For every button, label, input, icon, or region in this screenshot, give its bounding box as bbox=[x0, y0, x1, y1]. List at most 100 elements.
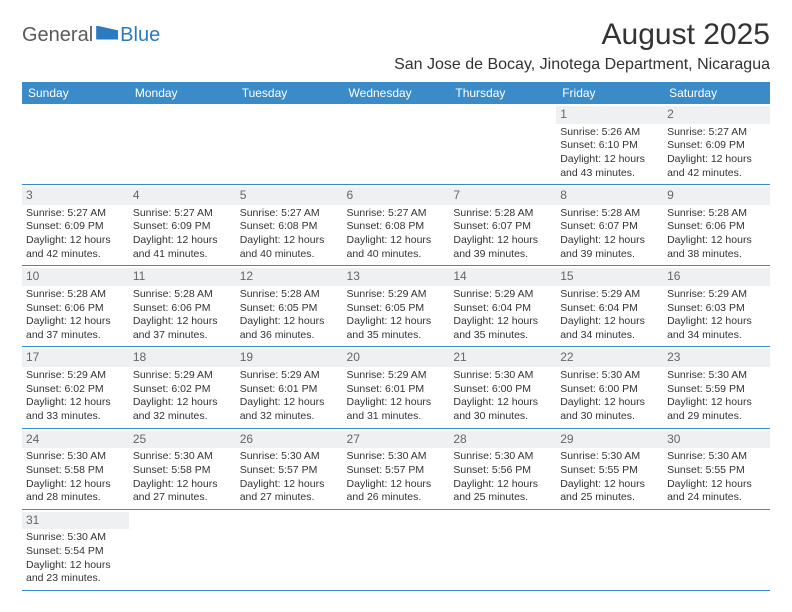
sunset-text: Sunset: 5:54 PM bbox=[26, 545, 125, 559]
calendar-day-cell: 6Sunrise: 5:27 AMSunset: 6:08 PMDaylight… bbox=[343, 185, 450, 266]
sunset-text: Sunset: 5:57 PM bbox=[347, 464, 446, 478]
calendar-day-cell: 10Sunrise: 5:28 AMSunset: 6:06 PMDayligh… bbox=[22, 266, 129, 347]
weekday-header: Sunday bbox=[22, 82, 129, 104]
sunset-text: Sunset: 5:57 PM bbox=[240, 464, 339, 478]
sunrise-text: Sunrise: 5:30 AM bbox=[26, 531, 125, 545]
day-number: 18 bbox=[129, 349, 236, 367]
sunrise-text: Sunrise: 5:28 AM bbox=[560, 207, 659, 221]
sunset-text: Sunset: 6:01 PM bbox=[240, 383, 339, 397]
title-block: August 2025 San Jose de Bocay, Jinotega … bbox=[394, 18, 770, 74]
calendar-day-cell: 13Sunrise: 5:29 AMSunset: 6:05 PMDayligh… bbox=[343, 266, 450, 347]
sunset-text: Sunset: 6:00 PM bbox=[560, 383, 659, 397]
sunrise-text: Sunrise: 5:29 AM bbox=[560, 288, 659, 302]
sunrise-text: Sunrise: 5:27 AM bbox=[667, 126, 766, 140]
calendar-day-cell: 5Sunrise: 5:27 AMSunset: 6:08 PMDaylight… bbox=[236, 185, 343, 266]
calendar-empty-cell bbox=[236, 509, 343, 590]
daylight-text: Daylight: 12 hours and 26 minutes. bbox=[347, 478, 446, 505]
sunset-text: Sunset: 6:01 PM bbox=[347, 383, 446, 397]
sunset-text: Sunset: 6:09 PM bbox=[133, 220, 232, 234]
daylight-text: Daylight: 12 hours and 34 minutes. bbox=[667, 315, 766, 342]
calendar-day-cell: 8Sunrise: 5:28 AMSunset: 6:07 PMDaylight… bbox=[556, 185, 663, 266]
day-number: 21 bbox=[449, 349, 556, 367]
daylight-text: Daylight: 12 hours and 29 minutes. bbox=[667, 396, 766, 423]
sunrise-text: Sunrise: 5:30 AM bbox=[453, 450, 552, 464]
calendar-day-cell: 28Sunrise: 5:30 AMSunset: 5:56 PMDayligh… bbox=[449, 428, 556, 509]
calendar-day-cell: 11Sunrise: 5:28 AMSunset: 6:06 PMDayligh… bbox=[129, 266, 236, 347]
calendar-empty-cell bbox=[129, 509, 236, 590]
day-number: 25 bbox=[129, 431, 236, 449]
sunrise-text: Sunrise: 5:28 AM bbox=[26, 288, 125, 302]
day-number: 6 bbox=[343, 187, 450, 205]
sunset-text: Sunset: 6:08 PM bbox=[240, 220, 339, 234]
sunrise-text: Sunrise: 5:30 AM bbox=[347, 450, 446, 464]
sunset-text: Sunset: 6:06 PM bbox=[133, 302, 232, 316]
daylight-text: Daylight: 12 hours and 33 minutes. bbox=[26, 396, 125, 423]
sunset-text: Sunset: 6:07 PM bbox=[453, 220, 552, 234]
sunrise-text: Sunrise: 5:27 AM bbox=[26, 207, 125, 221]
daylight-text: Daylight: 12 hours and 30 minutes. bbox=[560, 396, 659, 423]
day-number: 9 bbox=[663, 187, 770, 205]
daylight-text: Daylight: 12 hours and 37 minutes. bbox=[26, 315, 125, 342]
sunset-text: Sunset: 5:55 PM bbox=[667, 464, 766, 478]
sunset-text: Sunset: 6:00 PM bbox=[453, 383, 552, 397]
day-number: 5 bbox=[236, 187, 343, 205]
sunrise-text: Sunrise: 5:30 AM bbox=[133, 450, 232, 464]
daylight-text: Daylight: 12 hours and 41 minutes. bbox=[133, 234, 232, 261]
weekday-header: Monday bbox=[129, 82, 236, 104]
month-title: August 2025 bbox=[394, 18, 770, 52]
calendar-day-cell: 26Sunrise: 5:30 AMSunset: 5:57 PMDayligh… bbox=[236, 428, 343, 509]
calendar-day-cell: 29Sunrise: 5:30 AMSunset: 5:55 PMDayligh… bbox=[556, 428, 663, 509]
daylight-text: Daylight: 12 hours and 25 minutes. bbox=[560, 478, 659, 505]
weekday-header: Saturday bbox=[663, 82, 770, 104]
calendar-day-cell: 7Sunrise: 5:28 AMSunset: 6:07 PMDaylight… bbox=[449, 185, 556, 266]
calendar-day-cell: 3 Sunrise: 5:27 AMSunset: 6:09 PMDaylight… bbox=[22, 185, 129, 266]
sunrise-text: Sunrise: 5:26 AM bbox=[560, 126, 659, 140]
sunrise-text: Sunrise: 5:29 AM bbox=[347, 369, 446, 383]
weekday-header: Tuesday bbox=[236, 82, 343, 104]
calendar-empty-cell bbox=[129, 104, 236, 185]
day-number: 16 bbox=[663, 268, 770, 286]
calendar-table: SundayMondayTuesdayWednesdayThursdayFrid… bbox=[22, 82, 770, 591]
daylight-text: Daylight: 12 hours and 28 minutes. bbox=[26, 478, 125, 505]
sunrise-text: Sunrise: 5:28 AM bbox=[667, 207, 766, 221]
calendar-empty-cell bbox=[343, 509, 450, 590]
sunrise-text: Sunrise: 5:29 AM bbox=[347, 288, 446, 302]
day-number: 28 bbox=[449, 431, 556, 449]
calendar-empty-cell bbox=[663, 509, 770, 590]
day-number: 12 bbox=[236, 268, 343, 286]
day-number: 23 bbox=[663, 349, 770, 367]
daylight-text: Daylight: 12 hours and 23 minutes. bbox=[26, 559, 125, 586]
day-number: 11 bbox=[129, 268, 236, 286]
day-number: 24 bbox=[22, 431, 129, 449]
sunrise-text: Sunrise: 5:29 AM bbox=[26, 369, 125, 383]
sunset-text: Sunset: 6:10 PM bbox=[560, 139, 659, 153]
daylight-text: Daylight: 12 hours and 39 minutes. bbox=[453, 234, 552, 261]
day-number: 1 bbox=[556, 106, 663, 124]
daylight-text: Daylight: 12 hours and 35 minutes. bbox=[347, 315, 446, 342]
daylight-text: Daylight: 12 hours and 40 minutes. bbox=[347, 234, 446, 261]
calendar-day-cell: 27Sunrise: 5:30 AMSunset: 5:57 PMDayligh… bbox=[343, 428, 450, 509]
calendar-day-cell: 1Sunrise: 5:26 AMSunset: 6:10 PMDaylight… bbox=[556, 104, 663, 185]
header-bar: General Blue August 2025 San Jose de Boc… bbox=[22, 18, 770, 74]
day-number: 3 bbox=[22, 187, 129, 205]
sunset-text: Sunset: 6:04 PM bbox=[453, 302, 552, 316]
calendar-week-row: 1 Sunrise: 5:26 AMSunset: 6:10 PM Daylight… bbox=[22, 104, 770, 185]
day-number: 7 bbox=[449, 187, 556, 205]
calendar-day-cell: 25Sunrise: 5:30 AMSunset: 5:58 PMDayligh… bbox=[129, 428, 236, 509]
calendar-week-row: 10Sunrise: 5:28 AMSunset: 6:06 PMDayligh… bbox=[22, 266, 770, 347]
calendar-day-cell: 31Sunrise: 5:30 AMSunset: 5:54 PMDayligh… bbox=[22, 509, 129, 590]
daylight-text: Daylight: 12 hours and 32 minutes. bbox=[133, 396, 232, 423]
day-number: 13 bbox=[343, 268, 450, 286]
daylight-text: Daylight: 12 hours and 42 minutes. bbox=[26, 234, 125, 261]
daylight-text: Daylight: 12 hours and 42 minutes. bbox=[667, 153, 766, 180]
sunrise-text: Sunrise: 5:29 AM bbox=[133, 369, 232, 383]
daylight-text: Daylight: 12 hours and 39 minutes. bbox=[560, 234, 659, 261]
logo-text-blue: Blue bbox=[120, 24, 160, 47]
sunrise-text: Sunrise: 5:30 AM bbox=[240, 450, 339, 464]
sunset-text: Sunset: 6:09 PM bbox=[26, 220, 125, 234]
sunset-text: Sunset: 6:03 PM bbox=[667, 302, 766, 316]
day-number: 22 bbox=[556, 349, 663, 367]
sunrise-text: Sunrise: 5:30 AM bbox=[453, 369, 552, 383]
sunset-text: Sunset: 5:55 PM bbox=[560, 464, 659, 478]
calendar-day-cell: 2Sunrise: 5:27 AMSunset: 6:09 PMDaylight… bbox=[663, 104, 770, 185]
